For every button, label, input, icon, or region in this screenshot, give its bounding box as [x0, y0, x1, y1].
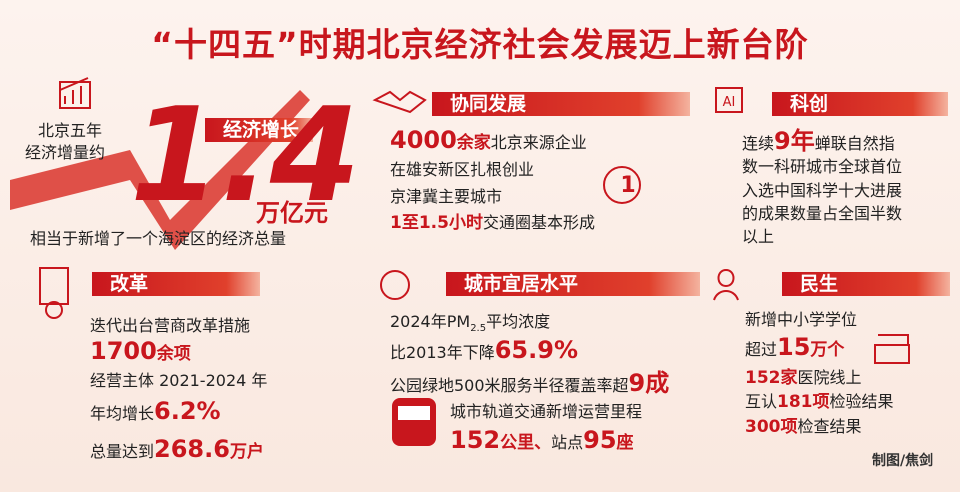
text-line: 152公里、站点95座: [450, 427, 634, 453]
text: 的成果数量占全国半数: [742, 204, 903, 223]
highlight: 公里、: [500, 433, 552, 453]
text: 北京来源企业: [490, 133, 587, 152]
text: 入选中国科学十大进展: [742, 181, 903, 200]
svg-text:1: 1: [620, 173, 635, 198]
svg-text:AI: AI: [723, 95, 736, 110]
text-line: 2024年PM2.5平均浓度: [390, 309, 550, 335]
text: 超过: [745, 340, 778, 359]
text-line: 迭代出台营商改革措施: [90, 313, 250, 339]
highlight: 万个: [810, 340, 845, 360]
text: 互认: [745, 392, 778, 411]
text: 年均增长: [90, 404, 155, 423]
text-line: 京津冀主要城市: [390, 184, 502, 210]
text-line: 以上: [742, 224, 774, 250]
highlight: 1至1.5小时: [390, 213, 483, 233]
text: 蝉联自然指: [814, 134, 895, 153]
lead: 北京五年: [38, 121, 103, 140]
text: 平均浓度: [486, 312, 551, 331]
highlight: 15: [777, 333, 811, 361]
highlight: 9年: [774, 127, 815, 155]
text-line: 互认181项检验结果: [745, 389, 894, 415]
text-line: 超过15万个: [745, 334, 844, 360]
heading: 科创: [772, 92, 948, 116]
highlight: 余家: [456, 133, 491, 153]
text-line: 4000余家北京来源企业: [390, 127, 587, 153]
heading: 民生: [782, 272, 950, 296]
highlight: 9成: [628, 369, 670, 397]
text-line: 连续9年蝉联自然指: [742, 128, 895, 154]
text-line: 经营主体 2021-2024 年: [90, 368, 267, 394]
text-line: 152家医院线上: [745, 365, 862, 391]
text: 迭代出台营商改革措施: [90, 316, 251, 335]
text-line: 300项检查结果: [745, 414, 862, 440]
highlight: 余项: [156, 344, 191, 364]
credit: 制图/焦剑: [872, 453, 934, 469]
text: 比2013年下降: [390, 343, 495, 362]
text-line: 年均增长6.2%: [90, 398, 221, 424]
text-line: 总量达到268.6万户: [90, 436, 264, 462]
heading: 改革: [92, 272, 260, 296]
highlight: 95: [583, 426, 617, 454]
text: 连续: [742, 134, 775, 153]
text: 检验结果: [829, 392, 894, 411]
text-line: 数一科研城市全球首位: [742, 154, 902, 180]
heading: 城市宜居水平: [446, 272, 700, 296]
text-line: 城市轨道交通新增运营里程: [450, 399, 642, 425]
text: 2024年PM: [390, 312, 471, 331]
lead: 经济增量约: [25, 143, 106, 162]
highlight: 4000: [390, 126, 457, 154]
highlight: 万户: [229, 442, 264, 462]
highlight: 1700: [90, 337, 157, 365]
heading: 协同发展: [432, 92, 690, 116]
text: 城市轨道交通新增运营里程: [450, 402, 643, 421]
highlight: 152家: [745, 368, 798, 388]
highlight: 座: [616, 433, 634, 453]
text: 交通圈基本形成: [482, 213, 595, 232]
note: 相当于新增了一个海淀区的经济总量: [30, 229, 287, 248]
unit: 万亿元: [256, 199, 328, 227]
heading: 经济增长: [205, 118, 313, 142]
text-line: 公园绿地500米服务半径覆盖率超9成: [390, 370, 669, 396]
text: 站点: [551, 433, 584, 452]
highlight: 268.6: [154, 435, 230, 463]
text-line: 入选中国科学十大进展: [742, 178, 902, 204]
highlight: 300项: [745, 417, 798, 437]
title: “十四五”时期北京经济社会发展迈上新台阶: [151, 25, 809, 64]
text: 医院线上: [797, 368, 862, 387]
text-line: 1至1.5小时交通圈基本形成: [390, 210, 595, 236]
text: 京津冀主要城市: [390, 187, 503, 206]
text: 在雄安新区扎根创业: [390, 160, 535, 179]
text-line: 的成果数量占全国半数: [742, 201, 902, 227]
text: 公园绿地500米服务半径覆盖率超: [390, 376, 629, 395]
text-line: 新增中小学学位: [745, 307, 857, 333]
text: 总量达到: [90, 442, 155, 461]
highlight: 181项: [777, 392, 830, 412]
highlight: 6.2%: [154, 397, 221, 425]
highlight: 152: [450, 426, 501, 454]
text: 经营主体 2021-2024 年: [90, 371, 268, 390]
highlight: 2.5: [470, 323, 487, 334]
text: 检查结果: [797, 417, 862, 436]
text-line: 1700余项: [90, 338, 191, 364]
text: 数一科研城市全球首位: [742, 157, 903, 176]
text: 以上: [742, 227, 775, 246]
highlight: 65.9%: [494, 336, 578, 364]
text: 新增中小学学位: [745, 310, 858, 329]
text-line: 比2013年下降65.9%: [390, 337, 578, 363]
figure: 1.4: [130, 79, 361, 231]
text-line: 在雄安新区扎根创业: [390, 157, 534, 183]
